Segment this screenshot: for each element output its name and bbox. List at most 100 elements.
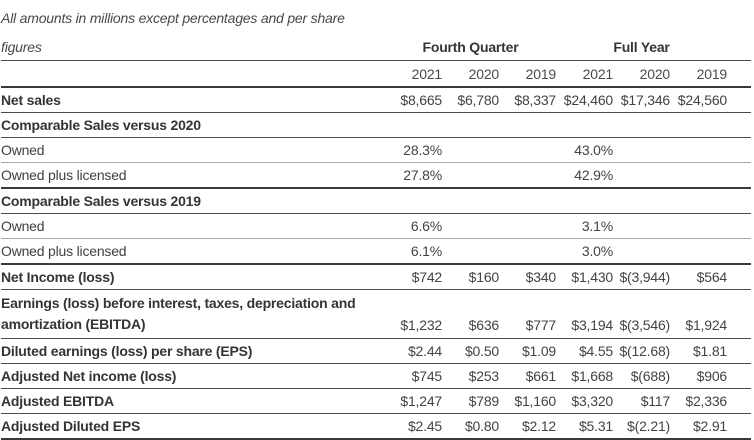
table-row: figures Fourth Quarter Full Year	[1, 28, 752, 61]
column-group-fourth-quarter: Fourth Quarter	[422, 39, 519, 55]
cell-value: $24,560	[677, 92, 727, 108]
cell-value	[670, 113, 727, 138]
year-header: 2019	[525, 65, 557, 82]
cell-value: 6.1%	[410, 243, 442, 259]
cell-value: $1.09	[521, 343, 556, 359]
row-label: Comparable Sales versus 2020	[1, 117, 201, 133]
year-header: 2021	[582, 65, 614, 82]
cell-value: $745	[411, 368, 443, 384]
year-header: 2020	[468, 65, 500, 82]
cell-value	[556, 113, 613, 138]
table-row: Owned 6.6% 3.1%	[1, 214, 752, 239]
cell-value	[442, 214, 499, 239]
year-header: 2020	[639, 65, 671, 82]
table-row: Comparable Sales versus 2019	[1, 188, 752, 214]
cell-value: $1,668	[571, 368, 613, 384]
cell-value: 43.0%	[574, 142, 613, 158]
cell-value: $5.31	[578, 418, 613, 434]
table-row: Owned plus licensed 6.1% 3.0%	[1, 239, 752, 265]
cell-value	[613, 138, 670, 163]
cell-value	[499, 188, 556, 214]
cell-value	[670, 163, 727, 189]
cell-value	[670, 188, 727, 214]
column-group-full-year: Full Year	[613, 39, 670, 55]
cell-value: $4.55	[578, 343, 613, 359]
row-label: Net Income (loss)	[1, 269, 115, 285]
table-row: 2021 2020 2019 2021 2020 2019	[1, 61, 752, 88]
cell-value: 42.9%	[574, 167, 613, 183]
cell-value	[670, 214, 727, 239]
cell-value: $777	[525, 317, 557, 333]
cell-value	[670, 239, 727, 265]
spacer-cell	[727, 414, 751, 440]
cell-value	[499, 113, 556, 138]
cell-value: $1.81	[692, 343, 727, 359]
cell-value: $(3,944)	[619, 269, 670, 285]
cell-value	[613, 239, 670, 265]
spacer-cell	[727, 339, 751, 364]
spacer-cell	[727, 28, 751, 61]
year-header: 2021	[411, 65, 443, 82]
cell-value: $564	[696, 269, 728, 285]
cell-value: $17,346	[620, 92, 670, 108]
spacer-cell	[727, 138, 751, 163]
cell-value: $0.80	[464, 418, 499, 434]
cell-value: $2,336	[685, 393, 727, 409]
row-label: Owned plus licensed	[1, 243, 127, 259]
spacer-cell	[727, 264, 751, 290]
cell-value	[499, 239, 556, 265]
cell-value	[613, 163, 670, 189]
cell-value: $2.12	[521, 418, 556, 434]
spacer-cell	[727, 113, 751, 138]
cell-value: $636	[468, 317, 500, 333]
cell-value: $1,247	[400, 393, 442, 409]
cell-value: $(688)	[630, 368, 670, 384]
row-label: Earnings (loss) before interest, taxes, …	[1, 290, 385, 339]
cell-value: $117	[640, 393, 671, 409]
row-label: Adjusted Diluted EPS	[1, 418, 141, 434]
cell-value	[385, 188, 442, 214]
spacer-cell	[1, 61, 385, 88]
cell-value: $906	[696, 368, 728, 384]
cell-value	[442, 138, 499, 163]
spacer-cell	[727, 188, 751, 214]
table-row: Net sales $8,665 $6,780 $8,337 $24,460 $…	[1, 87, 752, 113]
cell-value: $742	[411, 269, 443, 285]
cell-value: $661	[525, 368, 557, 384]
cell-value: $2.91	[692, 418, 727, 434]
spacer-cell	[727, 389, 751, 414]
spacer-cell	[727, 239, 751, 265]
spacer-cell	[727, 214, 751, 239]
cell-value: $24,460	[563, 92, 613, 108]
table-row: Comparable Sales versus 2020	[1, 113, 752, 138]
cell-value: 3.1%	[581, 218, 613, 234]
cell-value: $1,924	[685, 317, 727, 333]
cell-value	[613, 188, 670, 214]
cell-value: $2.44	[407, 343, 442, 359]
row-label: Diluted earnings (loss) per share (EPS)	[1, 343, 253, 359]
spacer-cell	[727, 364, 751, 389]
cell-value: $0.50	[464, 343, 499, 359]
note-line1: All amounts in millions except percentag…	[1, 10, 345, 26]
cell-value: $3,320	[571, 393, 613, 409]
row-label: Owned plus licensed	[1, 167, 127, 183]
cell-value	[385, 113, 442, 138]
cell-value: $(2.21)	[627, 418, 670, 434]
note-line2: figures	[1, 39, 42, 55]
cell-value: $789	[468, 393, 500, 409]
row-label-line2: amortization (EBITDA)	[1, 316, 146, 332]
cell-value: $1,160	[514, 393, 556, 409]
spacer-cell	[727, 61, 751, 88]
cell-value	[442, 113, 499, 138]
row-label: Comparable Sales versus 2019	[1, 193, 201, 209]
cell-value	[499, 163, 556, 189]
cell-value: $8,337	[514, 92, 556, 108]
cell-value: 27.8%	[403, 167, 442, 183]
cell-value: $160	[468, 269, 500, 285]
cell-value: $3,194	[571, 317, 613, 333]
cell-value	[613, 113, 670, 138]
spacer-cell	[727, 163, 751, 189]
cell-value	[499, 138, 556, 163]
year-header: 2019	[696, 65, 728, 82]
